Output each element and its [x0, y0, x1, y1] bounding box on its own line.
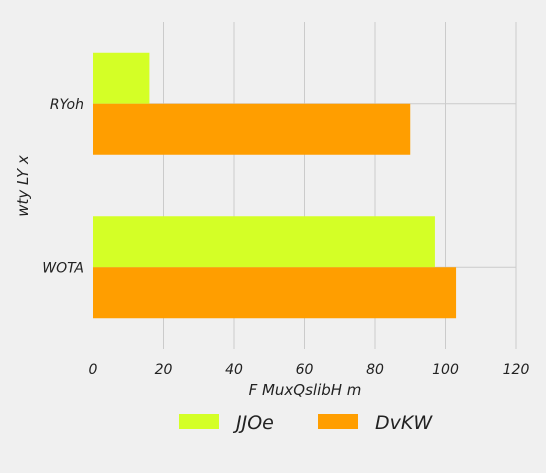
y-tick-labels: WOTA RYoh	[42, 97, 84, 277]
bars	[93, 52, 457, 319]
x-axis-label: F MuxQslibH m	[249, 381, 362, 399]
y-axis-label: wty LY x	[14, 155, 32, 217]
x-tick-label: 60	[296, 362, 314, 378]
bar-DvKW-WOTA	[93, 267, 457, 319]
legend: JJOe DvKW	[179, 412, 433, 434]
y-tick-label: WOTA	[42, 260, 84, 276]
x-tick-label: 80	[366, 362, 384, 378]
x-tick-label: 100	[432, 362, 459, 378]
legend-label: DvKW	[375, 412, 433, 434]
legend-swatch	[318, 414, 358, 429]
x-tick-label: 0	[89, 362, 98, 378]
x-tick-label: 120	[503, 362, 530, 378]
legend-label: JJOe	[232, 412, 274, 434]
bar-JJOe-RYoh	[93, 52, 150, 104]
x-tick-labels: 0 20 40 60 80 100 120	[89, 362, 530, 378]
bar-DvKW-RYoh	[93, 103, 411, 155]
bar-JJOe-WOTA	[93, 216, 435, 268]
x-tick-label: 20	[155, 362, 173, 378]
x-tick-label: 40	[225, 362, 243, 378]
y-tick-label: RYoh	[50, 97, 84, 113]
legend-swatch	[179, 414, 219, 429]
